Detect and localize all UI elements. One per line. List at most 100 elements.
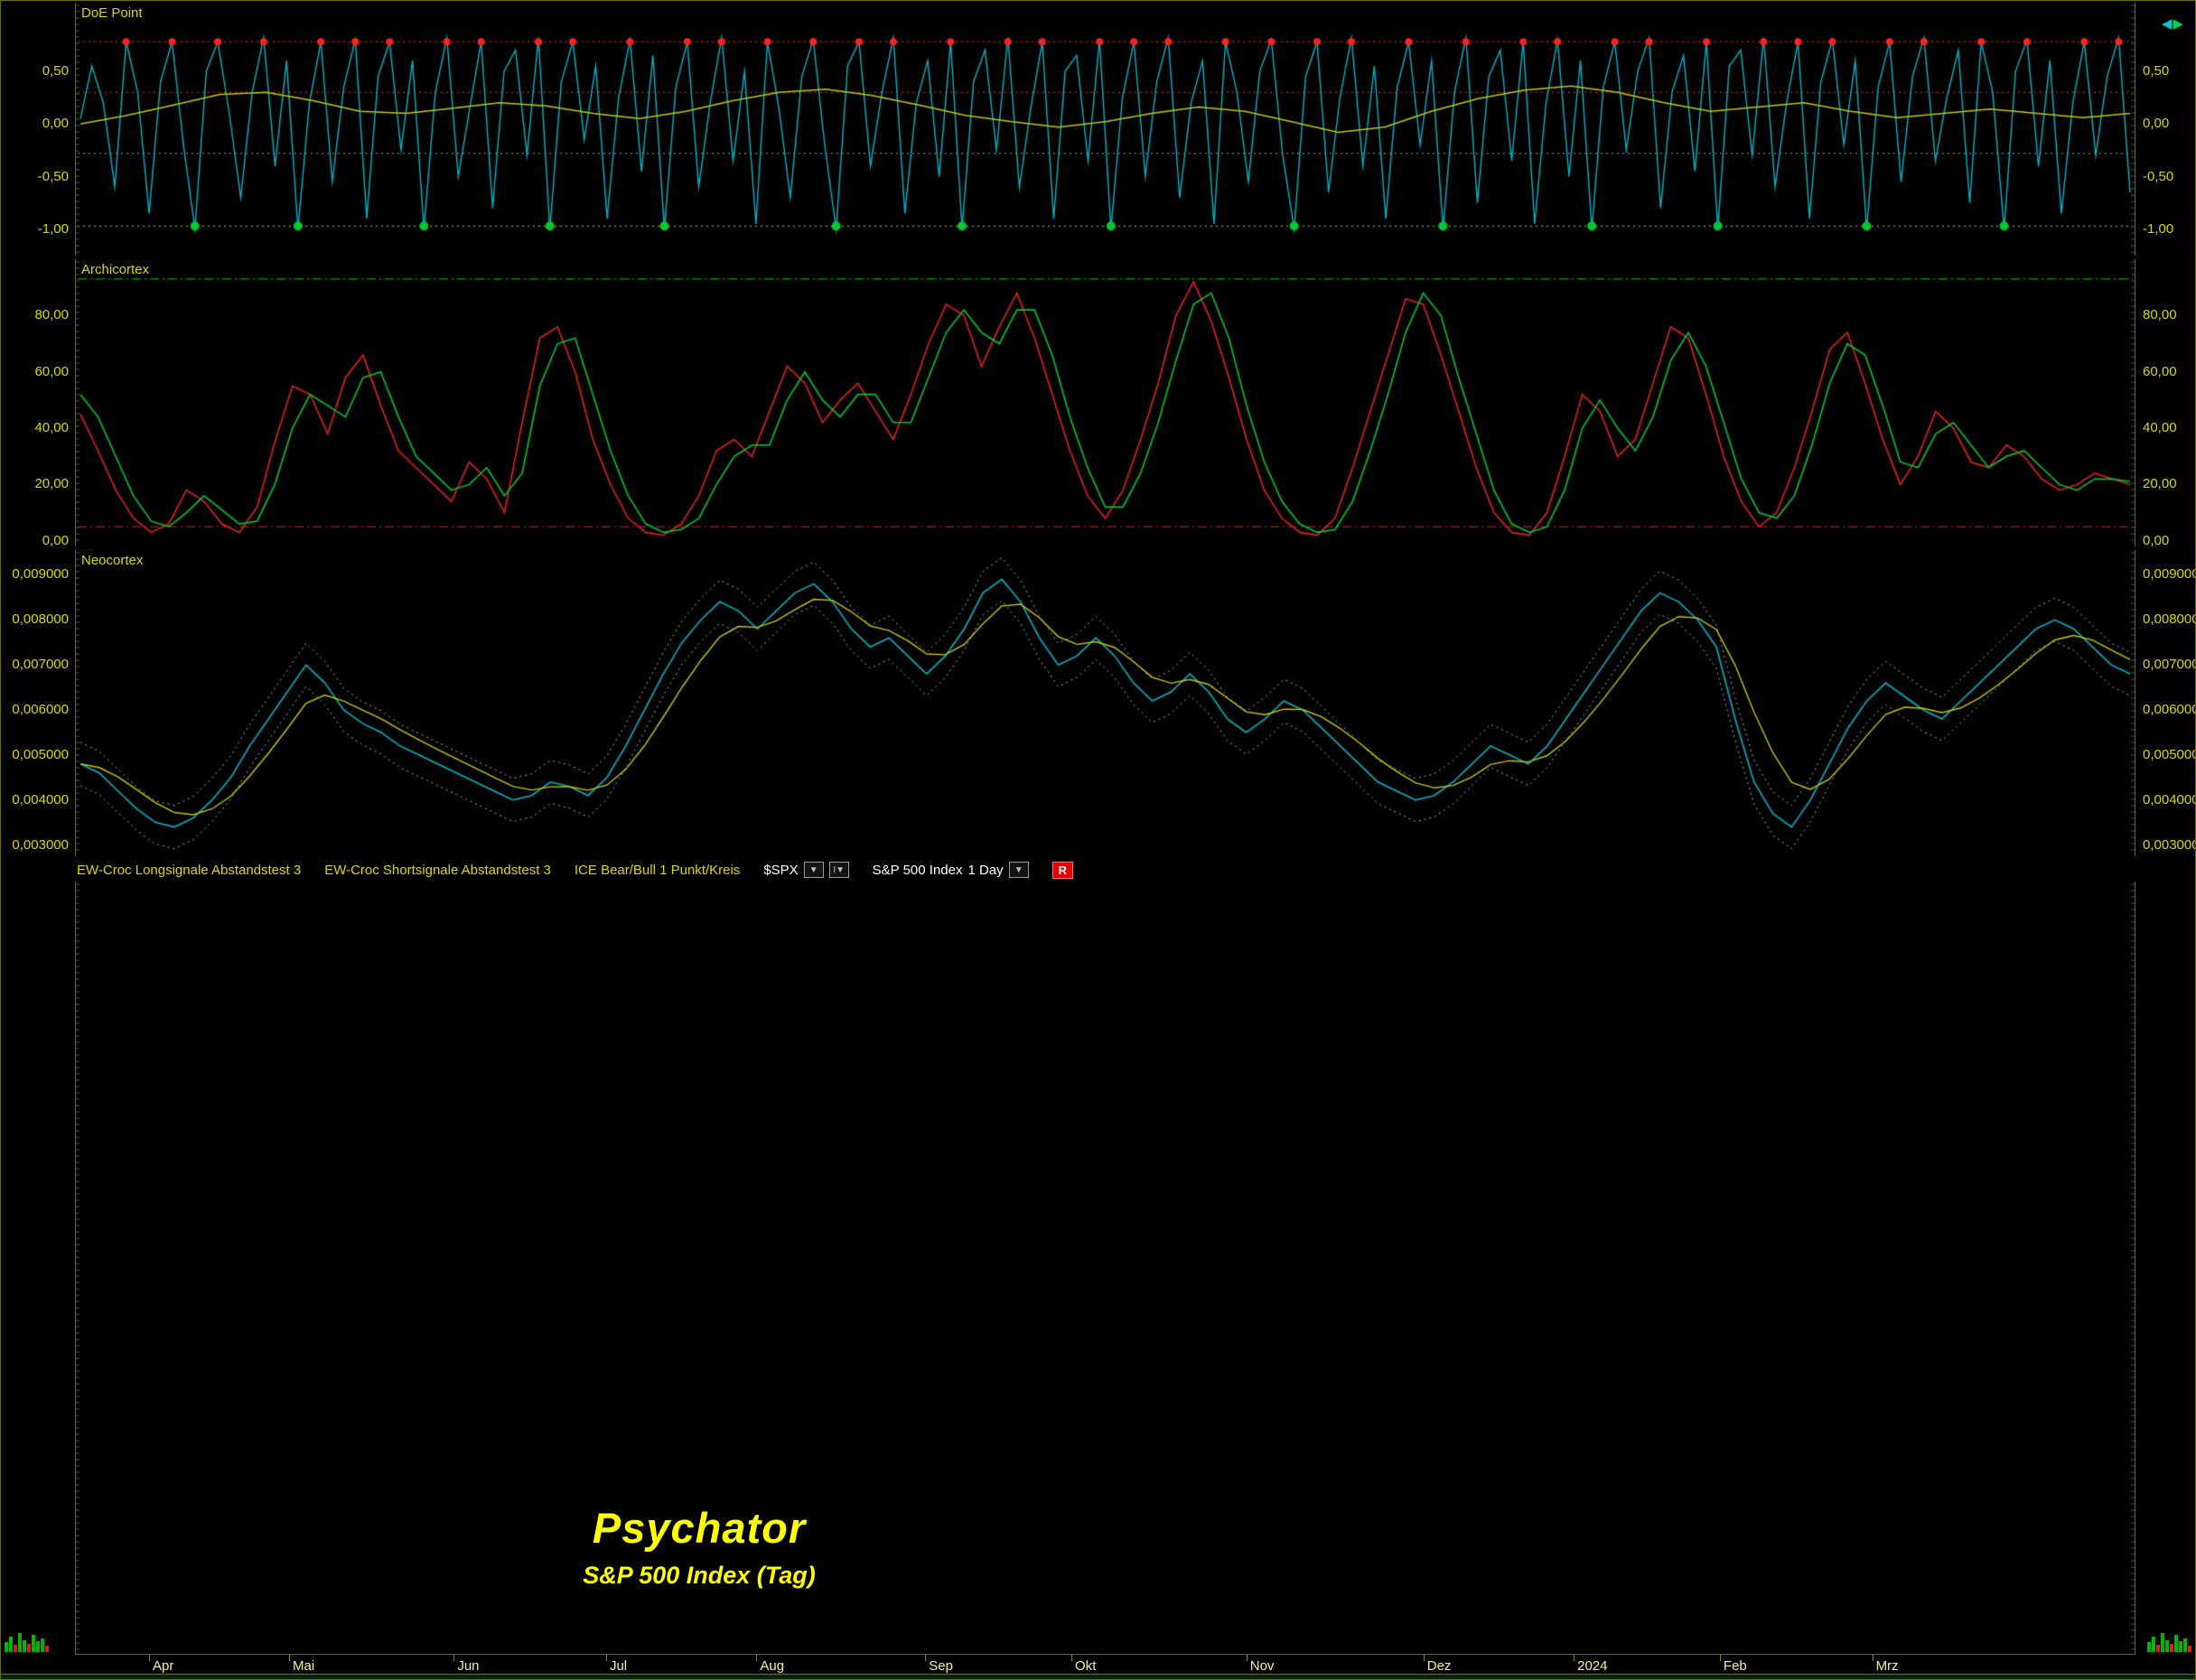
panel-neocortex: 0,009000 0,008000 0,007000 0,006000 0,005000… <box>1 548 2195 860</box>
y-axis-label: -1,00 <box>37 220 69 237</box>
y-axis-label: 0,00 <box>42 116 69 132</box>
y-axis-label: 40,00 <box>2143 420 2177 436</box>
panel-price: EW-Croc Longsignale Abstandstest 3 EW-Cr… <box>1 858 2195 1679</box>
y-axis-label: 0,00 <box>2143 116 2170 132</box>
symbol-dropdown-icon[interactable]: ▼ <box>803 862 824 878</box>
mini-bar <box>45 1646 49 1652</box>
price-plot-area: Psychator S&P 500 Index (Tag) <box>75 882 2135 1654</box>
month-tick <box>1872 1655 1874 1661</box>
y-axis-label: 60,00 <box>34 363 69 379</box>
month-tick <box>289 1655 291 1661</box>
y-axis-label: 0,50 <box>42 62 69 79</box>
month-tick <box>1719 1655 1721 1661</box>
price-chart-canvas[interactable] <box>76 882 2135 1654</box>
month-tick <box>149 1655 151 1661</box>
y-axis-label: 0,005000 <box>2143 746 2195 762</box>
month-tick <box>925 1655 927 1661</box>
mini-histogram-right <box>2147 1633 2191 1652</box>
long-signal-label: EW-Croc Longsignale Abstandstest 3 <box>77 862 302 878</box>
month-label: Okt <box>1075 1658 1097 1674</box>
mini-bar <box>27 1644 31 1652</box>
doe-left-axis: 0,50 0,00 -0,50 -1,00 <box>1 3 73 256</box>
y-axis-label: 60,00 <box>2143 363 2177 379</box>
mini-bar <box>2161 1633 2164 1652</box>
neocortex-right-axis: 0,009000 0,008000 0,007000 0,006000 0,005000… <box>2137 550 2195 856</box>
horizontal-scrollbar[interactable] <box>1 1674 2195 1679</box>
neocortex-left-axis: 0,009000 0,008000 0,007000 0,006000 0,005000… <box>1 550 73 856</box>
time-axis: Apr Mai Jun Jul Aug Sep Okt Nov Dez 2024 Feb Mrz <box>75 1654 2135 1675</box>
y-axis-label: 80,00 <box>34 307 69 323</box>
panel-title-neocortex: Neocortex <box>81 553 144 568</box>
indicator-dropdown-button[interactable]: I ▼ <box>828 862 849 878</box>
month-label: Nov <box>1249 1658 1275 1674</box>
y-axis-label: 0,003000 <box>12 836 69 853</box>
month-tick <box>1574 1655 1575 1661</box>
mini-bar <box>23 1640 26 1652</box>
month-label: Mai <box>293 1658 315 1674</box>
price-left-axis: 5.254,35 5.200,005.150,005.100,005.050,0… <box>1 882 73 1654</box>
doe-chart-canvas[interactable] <box>76 3 2135 256</box>
month-tick <box>756 1655 758 1661</box>
month-label: Jul <box>609 1658 628 1674</box>
realtime-badge-button[interactable]: R <box>1051 861 1074 879</box>
month-label: Feb <box>1723 1658 1747 1674</box>
symbol-label: $SPX <box>763 862 799 878</box>
pane-left-arrow-icon[interactable]: ◀ <box>2161 16 2173 32</box>
y-axis-label: 0,004000 <box>12 791 69 807</box>
y-axis-label: 0,006000 <box>2143 701 2195 717</box>
doe-plot-area: DoE Point <box>75 3 2135 256</box>
y-axis-label: 0,50 <box>2143 62 2170 79</box>
y-axis-label: 0,005000 <box>12 746 69 762</box>
mini-bar <box>2188 1646 2191 1652</box>
y-axis-label: 20,00 <box>34 476 69 492</box>
mini-bar <box>9 1637 13 1652</box>
neocortex-chart-canvas[interactable] <box>76 550 2135 856</box>
indicator-button-label: I <box>833 864 836 875</box>
y-axis-label: 80,00 <box>2143 307 2177 323</box>
mini-bar <box>5 1642 8 1652</box>
mini-bar <box>2170 1644 2173 1652</box>
y-axis-label: 0,00 <box>2143 532 2170 548</box>
y-axis-label: 40,00 <box>34 420 69 436</box>
pane-scroll-arrows[interactable]: ◀▶ <box>2162 15 2184 32</box>
pane-right-arrow-icon[interactable]: ▶ <box>2173 16 2184 32</box>
y-axis-label: 20,00 <box>2143 476 2177 492</box>
mini-bar <box>41 1638 44 1652</box>
y-axis-label: -0,50 <box>2143 168 2174 184</box>
mini-bar <box>36 1641 40 1652</box>
y-axis-label: 0,00 <box>42 532 69 548</box>
month-label: Jun <box>457 1658 480 1674</box>
month-tick <box>605 1655 607 1661</box>
month-label: 2024 <box>1577 1658 1608 1674</box>
mini-bar <box>18 1633 22 1652</box>
month-label: Dez <box>1426 1658 1452 1674</box>
mini-bar <box>2152 1637 2155 1652</box>
month-tick <box>453 1655 455 1661</box>
price-right-axis: 5.254,35 5.200,005.150,005.100,005.050,0… <box>2137 882 2195 1654</box>
month-tick <box>1246 1655 1248 1661</box>
doe-right-axis: 0,50 0,00 -0,50 -1,00 <box>2137 3 2195 256</box>
y-axis-label: 0,003000 <box>2143 836 2195 853</box>
watermark-subtitle: S&P 500 Index (Tag) <box>583 1562 816 1589</box>
month-tick <box>1423 1655 1425 1661</box>
watermark-title: Psychator <box>592 1504 807 1552</box>
y-axis-label: 0,008000 <box>2143 611 2195 628</box>
period-dropdown-icon[interactable]: ▼ <box>1008 862 1029 878</box>
mini-bar <box>2174 1635 2178 1652</box>
panel-title-archicortex: Archicortex <box>81 262 150 277</box>
mini-bar <box>2179 1641 2182 1652</box>
archicortex-chart-canvas[interactable] <box>76 259 2135 546</box>
mini-bar <box>2156 1645 2160 1652</box>
ice-indicator-label: ICE Bear/Bull 1 Punkt/Kreis <box>574 862 741 878</box>
y-axis-label: 0,009000 <box>2143 566 2195 583</box>
panel-title-doe: DoE Point <box>81 5 143 21</box>
month-label: Aug <box>760 1658 785 1674</box>
y-axis-label: 0,008000 <box>12 611 69 628</box>
panel-doe-point: 0,50 0,00 -0,50 -1,00 DoE Point 0,50 0,00 -0,… <box>1 1 2195 259</box>
archicortex-right-axis: 80,00 60,00 40,00 20,00 0,00 <box>2137 259 2195 548</box>
watermark: Psychator S&P 500 Index (Tag) <box>528 1503 871 1590</box>
y-axis-label: 0,007000 <box>2143 657 2195 673</box>
mini-bar <box>2147 1642 2151 1652</box>
archicortex-left-axis: 80,00 60,00 40,00 20,00 0,00 <box>1 259 73 548</box>
